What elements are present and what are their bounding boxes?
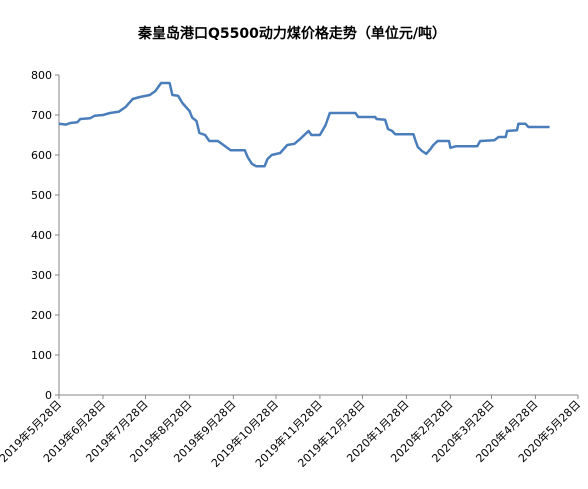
- y-tick-label: 800: [31, 69, 52, 82]
- line: [58, 81, 550, 168]
- y-tick-label: 500: [31, 189, 52, 202]
- y-tick-label: 300: [31, 269, 52, 282]
- y-tick-label: 0: [45, 389, 52, 402]
- y-tick-label: 600: [31, 149, 52, 162]
- y-tick-label: 700: [31, 109, 52, 122]
- y-tick-label: 100: [31, 349, 52, 362]
- chart-title: 秦皇岛港口Q5500动力煤价格走势（单位元/吨）: [137, 25, 446, 42]
- y-tick-label: 400: [31, 229, 52, 242]
- y-tick-label: 200: [31, 309, 52, 322]
